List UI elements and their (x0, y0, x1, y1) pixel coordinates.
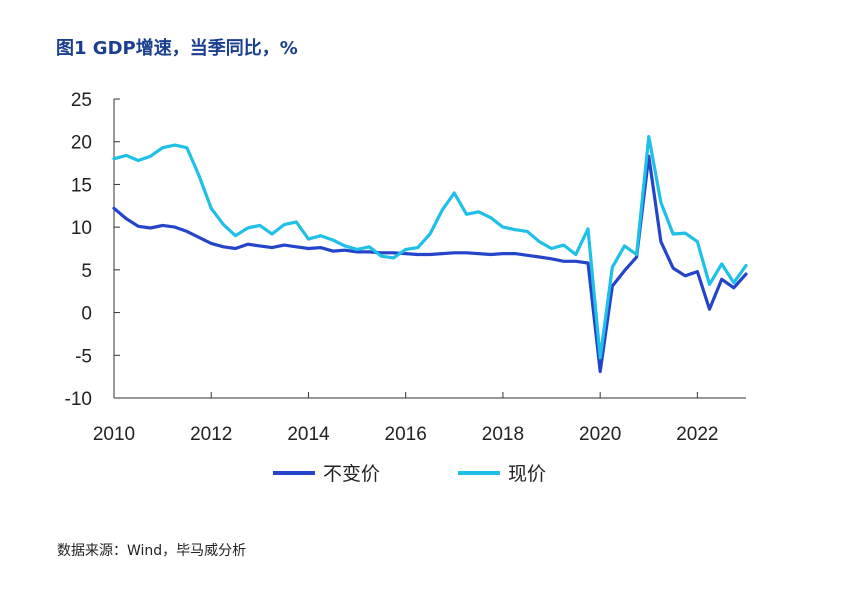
y-tick-label: -10 (65, 389, 92, 410)
data-source-note: 数据来源：Wind，毕马威分析 (57, 543, 247, 559)
y-tick-label: 10 (71, 218, 92, 239)
chart-title: 图1 GDP增速，当季同比，% (56, 38, 298, 59)
x-tick-label: 2022 (676, 424, 718, 445)
legend-label-current-price: 现价 (508, 463, 546, 485)
x-tick-label: 2020 (579, 424, 621, 445)
y-axis: 25 20 15 10 5 0 -5 -10 (65, 90, 120, 410)
series-lines (112, 135, 748, 374)
legend-label-constant-price: 不变价 (323, 463, 380, 485)
y-tick-label: 25 (71, 90, 92, 111)
series-line-constant-price (112, 154, 748, 374)
x-tick-label: 2014 (287, 424, 330, 445)
x-axis: 2010 2012 2014 2016 2018 2020 2022 (93, 392, 746, 445)
y-tick-label: 15 (71, 175, 92, 196)
x-tick-label: 2016 (385, 424, 427, 445)
series-line-current-price (112, 135, 748, 360)
x-tick-label: 2012 (190, 424, 232, 445)
x-tick-label: 2018 (482, 424, 524, 445)
y-tick-label: 20 (71, 133, 92, 154)
y-tick-label: 0 (81, 304, 92, 325)
x-tick-label: 2010 (93, 424, 135, 445)
y-tick-label: -5 (75, 346, 92, 367)
legend: 不变价 现价 (273, 463, 546, 485)
y-tick-label: 5 (81, 261, 92, 282)
